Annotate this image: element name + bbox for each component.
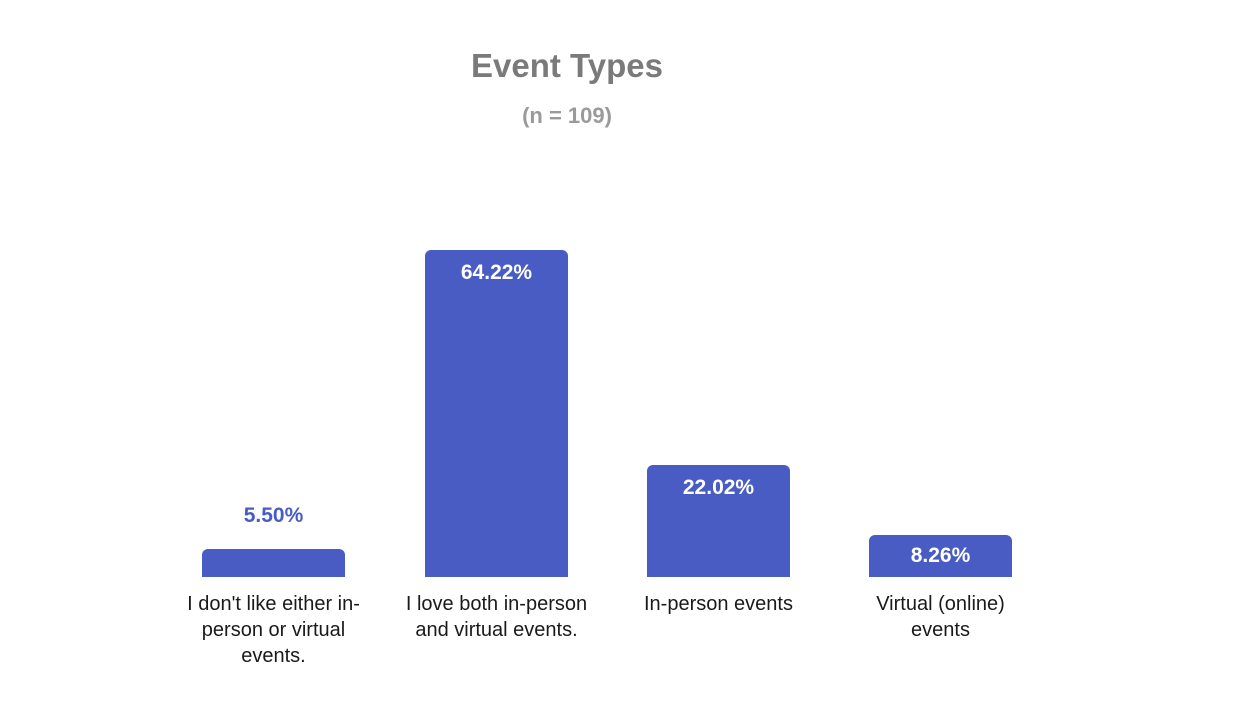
bar-4 (869, 535, 1012, 577)
bar-3 (647, 465, 790, 577)
chart-subtitle: (n = 109) (522, 103, 612, 128)
bar-value-label-4: 8.26% (910, 544, 971, 567)
bar-1 (202, 549, 345, 577)
category-label-2: I love both in-person and virtual events… (405, 593, 588, 641)
bar-2 (425, 250, 568, 577)
bar-value-label-1: 5.50% (243, 504, 304, 527)
category-label-4: Virtual (online) events (876, 593, 1005, 641)
category-label-3: In-person events (644, 593, 793, 615)
category-label-1: I don't like either in- person or virtua… (187, 593, 360, 667)
bar-value-label-2: 64.22% (460, 261, 533, 284)
chart-title: Event Types (471, 47, 663, 84)
bar-value-label-3: 22.02% (682, 476, 755, 499)
